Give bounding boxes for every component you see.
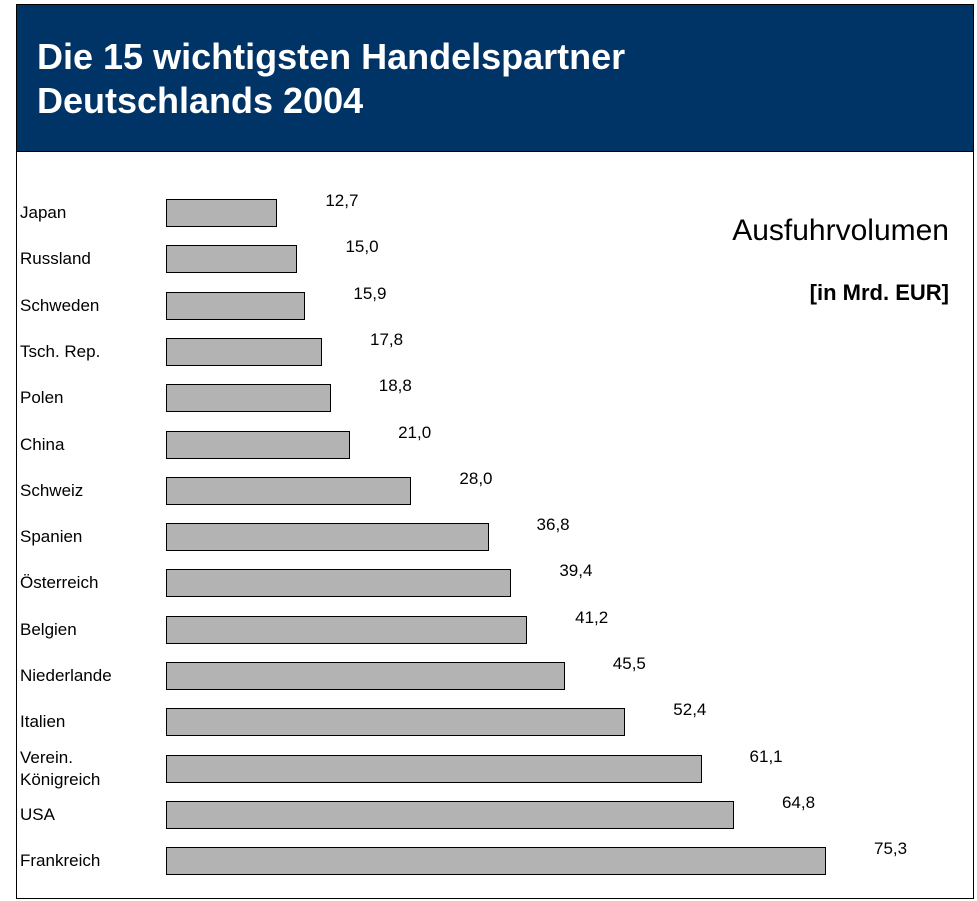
bar [166, 523, 489, 552]
bar [166, 476, 412, 505]
category-label: Belgien [20, 619, 77, 639]
value-label: 28,0 [459, 468, 493, 488]
bar [166, 384, 331, 413]
chart-title: Die 15 wichtigsten Handelspartner Deutsc… [37, 36, 626, 121]
value-label: 15,9 [353, 283, 387, 303]
category-label: Frankreich [20, 851, 101, 871]
value-label: 17,8 [370, 329, 404, 349]
bar [166, 337, 323, 366]
bar [166, 569, 512, 598]
value-label: 52,4 [673, 700, 707, 720]
value-label: 75,3 [874, 839, 908, 859]
category-label: Verein. Königreich [20, 747, 101, 789]
category-label: Schweden [20, 295, 100, 315]
bar [166, 847, 826, 876]
bar [166, 430, 351, 459]
category-label: Japan [20, 203, 67, 222]
value-label: 15,0 [345, 237, 379, 257]
bar [166, 708, 626, 737]
value-label: 39,4 [559, 561, 593, 581]
category-label: USA [20, 804, 55, 824]
bar [166, 615, 528, 644]
value-label: 21,0 [398, 422, 432, 442]
value-label: 64,8 [781, 792, 816, 812]
bar [166, 800, 734, 829]
value-label: 45,5 [612, 654, 646, 673]
chart: Die 15 wichtigsten Handelspartner Deutsc… [16, 4, 974, 899]
category-label: Österreich [20, 573, 99, 593]
unit-label: [in Mrd. EUR] [809, 280, 949, 305]
category-label: Italien [20, 712, 66, 732]
category-label: Spanien [20, 527, 83, 547]
header: Die 15 wichtigsten Handelspartner Deutsc… [17, 5, 973, 152]
category-label: Niederlande [20, 666, 112, 685]
category-label: Schweiz [20, 480, 84, 500]
category-label: Polen [20, 388, 64, 408]
value-label: 41,2 [575, 607, 609, 627]
bar [166, 245, 298, 274]
bar [166, 291, 306, 320]
value-label: 61,1 [749, 746, 783, 766]
bar [166, 754, 702, 783]
bar [166, 199, 278, 227]
subtitle: Ausfuhrvolumen [732, 214, 949, 247]
value-label: 36,8 [536, 515, 570, 535]
value-label: 12,7 [325, 191, 359, 210]
category-label: Russland [20, 249, 91, 269]
value-label: 18,8 [378, 376, 412, 396]
bar [166, 662, 565, 690]
category-label: China [20, 434, 65, 454]
category-label: Tsch. Rep. [20, 341, 101, 361]
